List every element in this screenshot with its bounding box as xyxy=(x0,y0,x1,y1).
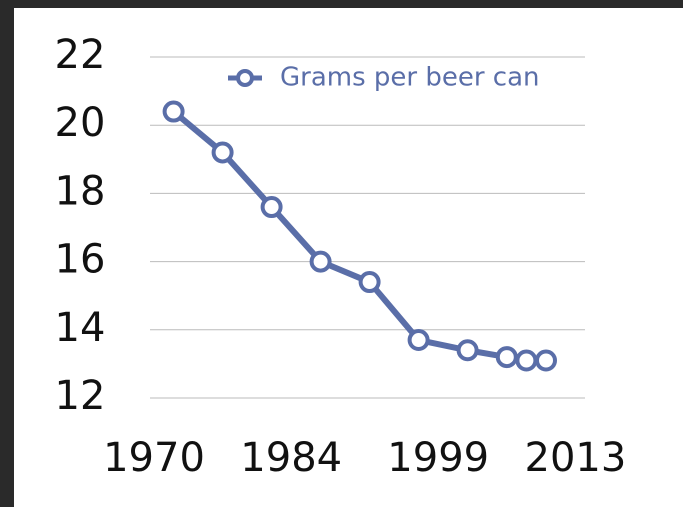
y-tick-label: 14 xyxy=(55,305,106,351)
point xyxy=(537,351,555,369)
legend-label: Grams per beer can xyxy=(280,63,540,93)
y-tick-label: 22 xyxy=(55,32,106,78)
point xyxy=(361,273,379,291)
point xyxy=(165,103,183,121)
point xyxy=(312,253,330,271)
point xyxy=(214,143,232,161)
x-tick-label: 1970 xyxy=(103,435,205,481)
x-tick-label: 1984 xyxy=(240,435,342,481)
y-tick-label: 16 xyxy=(55,237,106,283)
x-tick-label: 1999 xyxy=(387,435,489,481)
y-tick-label: 20 xyxy=(55,100,106,146)
chart: 12 14 16 18 20 22 1970 1984 1999 2013 Grams per be… xyxy=(0,0,683,507)
y-tick-label: 18 xyxy=(55,168,106,214)
point xyxy=(410,331,428,349)
x-tick-label: 2013 xyxy=(525,435,627,481)
y-tick-label: 12 xyxy=(55,373,106,419)
point xyxy=(517,351,535,369)
point xyxy=(459,341,477,359)
legend-marker xyxy=(238,71,252,85)
point xyxy=(498,348,516,366)
point xyxy=(263,198,281,216)
page: {"chart_data": {"type": "line", "x": [19… xyxy=(0,0,683,507)
